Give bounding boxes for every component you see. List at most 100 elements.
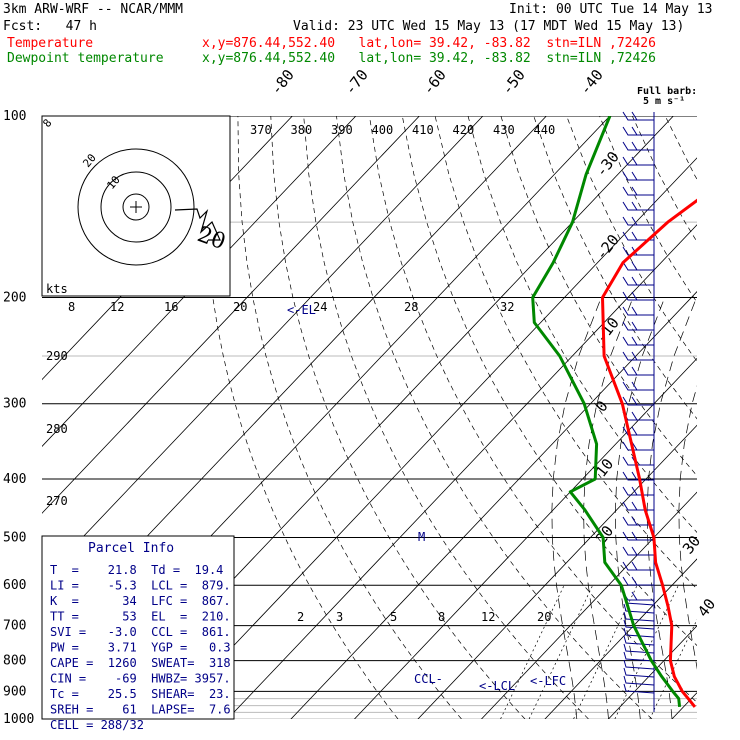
mixing-ratio-label: 5: [390, 610, 397, 624]
wind-barb: [631, 126, 638, 136]
hodograph-ring: [122, 193, 150, 221]
isotherm-label: 30: [679, 532, 704, 557]
wind-barb: [622, 516, 654, 526]
wind-barb: [631, 156, 638, 166]
wind-barb: [622, 576, 654, 586]
wind-barb: [631, 471, 638, 481]
wind-barb: [623, 627, 655, 638]
wind-barb: [631, 231, 638, 241]
dewpoint-legend: Dewpoint temperature: [7, 51, 164, 66]
hodograph-speed-label: 32: [500, 300, 514, 314]
isotherm-label: -50: [498, 66, 529, 98]
mixing-ratio-label: 12: [481, 610, 495, 624]
theta-label: 430: [493, 123, 515, 137]
wind-barb: [622, 591, 654, 601]
mixing-ratio-label: 3: [336, 610, 343, 624]
dry-adiabat: [731, 116, 740, 719]
wind-barb: [631, 531, 638, 541]
wind-barb: [622, 291, 654, 301]
theta-side-label: 290: [46, 349, 68, 363]
wind-barb: [623, 619, 655, 630]
hodograph-trace: [174, 208, 221, 241]
dry-adiabat: [369, 116, 697, 703]
wind-barb: [631, 501, 638, 511]
parcel-info-row: T = 21.8 Td = 19.4: [50, 563, 223, 577]
wind-barb: [622, 486, 654, 496]
isotherm-line: [480, 491, 697, 719]
mixing-ratio-label: 8: [438, 610, 445, 624]
wind-barb: [622, 246, 654, 256]
wind-barb: [622, 156, 654, 166]
parcel-info-box: [41, 535, 235, 720]
wind-barb: [631, 141, 638, 151]
wind-barb: [622, 441, 654, 451]
wind-barb: [622, 321, 654, 331]
isotherm-line: [417, 424, 697, 719]
wind-barb: [623, 651, 655, 662]
theta-side-label: 270: [46, 494, 68, 508]
isotherm-label: -70: [341, 66, 372, 98]
temperature-profile: [601, 198, 697, 708]
isotherm-label: 40: [694, 595, 719, 620]
wind-barb: [622, 141, 654, 151]
isotherm-line: [163, 157, 697, 719]
moist-adiabat: [551, 297, 602, 719]
parcel-info-row: PW = 3.71 YGP = 0.3: [50, 641, 231, 655]
mixing-ratio-label: 2: [297, 610, 304, 624]
dry-adiabat: [237, 116, 462, 719]
pressure-tick-label: 400: [3, 472, 26, 487]
pressure-tick-label: 500: [3, 530, 26, 545]
wind-barb: [631, 111, 638, 121]
wind-barb: [631, 411, 638, 421]
wind-barb: [631, 396, 638, 406]
hodograph-speed-label: 24: [313, 300, 327, 314]
moist-adiabat: [615, 297, 666, 719]
isotherm-label: -30: [592, 148, 623, 180]
pressure-tick-label: 1000: [3, 712, 34, 727]
isotherm-line: [42, 116, 357, 447]
valid-time: Valid: 23 UTC Wed 15 May 13 (17 MDT Wed …: [293, 19, 685, 34]
hodograph-units-label: kts: [46, 282, 68, 296]
wind-barb: [622, 531, 654, 541]
pressure-tick-label: 100: [3, 109, 26, 124]
wind-barb: [622, 351, 654, 361]
dry-adiabat: [599, 116, 697, 303]
dry-adiabat: [500, 116, 697, 477]
theta-label: 380: [291, 123, 313, 137]
wind-barb: [622, 126, 654, 136]
wind-barb: [622, 276, 654, 286]
wind-barb: [622, 171, 654, 181]
wind-barb: [622, 381, 654, 391]
lfc-label: <-LFC: [530, 674, 566, 688]
dry-adiabat: [203, 116, 399, 719]
wind-barb: [622, 336, 654, 346]
isotherm-line: [607, 625, 697, 719]
hodograph-ring: [77, 148, 195, 266]
isotherm-line: [42, 116, 484, 581]
pressure-tick-label: 600: [3, 578, 26, 593]
hodograph-speed-label: 12: [110, 300, 124, 314]
dry-adiabat: [270, 116, 526, 719]
wind-barb: [631, 336, 638, 346]
wind-barb: [623, 611, 655, 622]
wind-barb: [623, 675, 655, 686]
hodograph-speed-label: 16: [164, 300, 178, 314]
wind-barb: [623, 667, 655, 678]
parcel-info-row: K = 34 LFC = 867.: [50, 594, 231, 608]
parcel-info-title: Parcel Info: [88, 541, 174, 556]
pressure-tick-label: 700: [3, 619, 26, 634]
wind-barb: [622, 231, 654, 241]
mixing-ratio-label: 20: [537, 610, 551, 624]
moist-adiabat: [711, 298, 740, 720]
isotherm-label: -40: [576, 66, 607, 98]
wind-barb: [631, 561, 638, 571]
pressure-tick-label: 300: [3, 397, 26, 412]
hodograph-speed-label: 20: [233, 300, 247, 314]
isotherm-label: -10: [592, 314, 623, 346]
pressure-tick-label: 200: [3, 291, 26, 306]
wind-barb: [622, 216, 654, 226]
wind-barb: [631, 546, 638, 556]
wind-barb: [631, 201, 638, 211]
parcel-info-row: TT = 53 EL = 210.: [50, 610, 231, 624]
parcel-info-row: CELL = 288/32: [50, 718, 144, 732]
